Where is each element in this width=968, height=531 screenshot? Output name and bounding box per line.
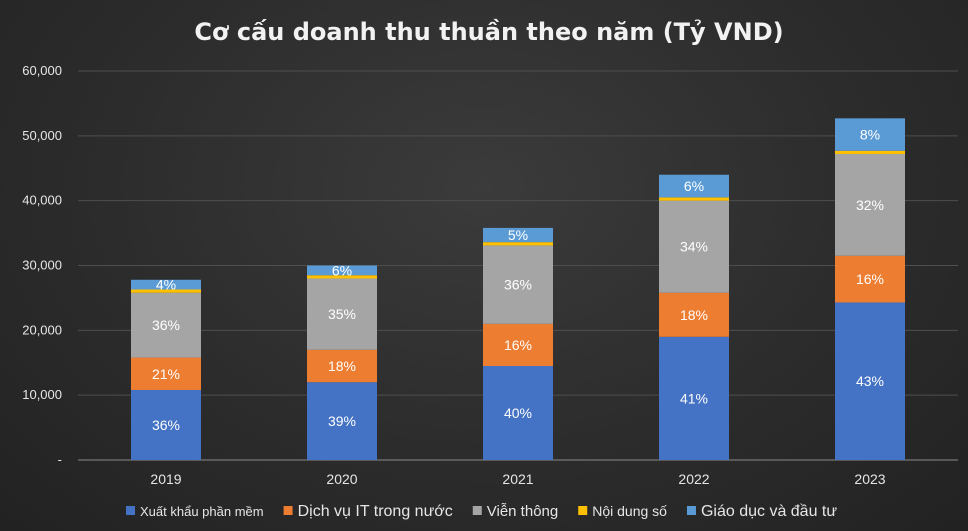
y-axis: - 10,000 20,000 30,000 40,000 50,000 60,000	[22, 63, 62, 467]
bar-segment	[835, 118, 905, 151]
data-label: 18%	[328, 358, 356, 374]
data-label: 4%	[156, 277, 176, 293]
x-tick-label: 2020	[326, 471, 357, 487]
y-tick-label: -	[58, 452, 62, 467]
bar-segment	[131, 289, 201, 293]
chart-title: Cơ cấu doanh thu thuần theo năm (Tỷ VND)	[194, 18, 783, 46]
bar-segment	[483, 323, 553, 366]
data-label: 5%	[508, 227, 528, 243]
data-label: 6%	[684, 178, 704, 194]
data-label: 16%	[856, 271, 884, 287]
x-tick-label: 2023	[854, 471, 885, 487]
data-label: 41%	[680, 390, 708, 406]
data-label: 34%	[680, 239, 708, 255]
legend-swatch	[283, 506, 293, 515]
legend-swatch	[126, 506, 135, 515]
legend-swatch	[472, 506, 482, 515]
data-label: 21%	[152, 366, 180, 382]
x-tick-label: 2022	[678, 471, 709, 487]
data-label: 8%	[860, 127, 880, 143]
x-axis: 2019 2020 2021 2022 2023	[150, 471, 885, 487]
data-label: 39%	[328, 413, 356, 429]
bar-segment	[483, 245, 553, 324]
bar-segment	[131, 279, 201, 290]
legend-label: Dịch vụ IT trong nước	[298, 503, 453, 520]
data-label: 36%	[152, 417, 180, 433]
bar-segment	[835, 150, 905, 154]
bar-segment	[659, 197, 729, 201]
bars: 36% 21% 36% 4% 39% 18% 35% 6% 40% 16% 36% 5% 41% 18% 3…	[131, 118, 905, 460]
bar-segment	[659, 200, 729, 293]
bar-segment	[483, 227, 553, 243]
bar-segment	[307, 265, 377, 276]
legend-swatch	[578, 506, 588, 515]
y-tick-label: 50,000	[22, 128, 62, 143]
bar-segment	[835, 255, 905, 303]
y-tick-label: 60,000	[22, 63, 62, 78]
bar-segment	[131, 357, 201, 390]
bar-segment	[835, 153, 905, 256]
bar-segment	[835, 302, 905, 460]
data-label: 6%	[332, 262, 352, 278]
data-label: 35%	[328, 306, 356, 322]
data-label: 40%	[504, 405, 532, 421]
legend-label: Giáo dục và đầu tư	[701, 503, 837, 520]
data-label: 16%	[504, 337, 532, 353]
bar-segment	[307, 275, 377, 279]
data-label: 18%	[680, 307, 708, 323]
data-label: 43%	[856, 373, 884, 389]
bar-segment	[659, 336, 729, 460]
legend-swatch	[686, 506, 696, 515]
bar-segment	[131, 292, 201, 358]
legend: Xuất khẩu phần mềm Dịch vụ IT trong nước V…	[126, 503, 837, 520]
bar-segment	[131, 389, 201, 460]
bar-segment	[307, 382, 377, 460]
data-label: 32%	[856, 197, 884, 213]
bar-segment	[483, 242, 553, 246]
legend-label: Xuất khẩu phần mềm	[140, 504, 264, 519]
y-tick-label: 30,000	[22, 258, 62, 273]
x-tick-label: 2019	[150, 471, 181, 487]
bar-segment	[483, 365, 553, 460]
legend-label: Viễn thông	[487, 503, 558, 520]
data-label: 36%	[504, 277, 532, 293]
bar-segment	[307, 349, 377, 383]
legend-label: Nội dung số	[592, 503, 667, 519]
bar-segment	[659, 292, 729, 337]
x-tick-label: 2021	[502, 471, 533, 487]
data-label: 36%	[152, 317, 180, 333]
y-tick-label: 20,000	[22, 322, 62, 337]
y-tick-label: 40,000	[22, 193, 62, 208]
bar-segment	[659, 174, 729, 198]
bar-segment	[307, 278, 377, 350]
y-tick-label: 10,000	[22, 387, 62, 402]
